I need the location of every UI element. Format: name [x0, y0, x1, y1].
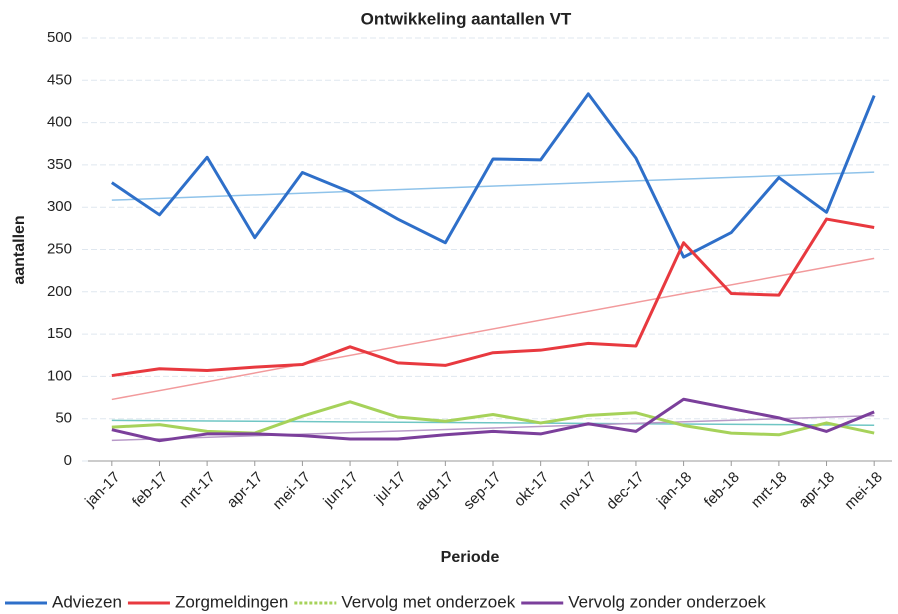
series-line — [111, 217, 875, 378]
x-tick-label: jan-18 — [653, 469, 695, 511]
x-tick-label: apr-18 — [795, 469, 838, 512]
x-tick-label: jun-17 — [319, 469, 361, 511]
trendline — [111, 414, 875, 442]
chart-title: Ontwikkeling aantallen VT — [361, 9, 572, 28]
y-tick-label: 300 — [47, 198, 72, 215]
x-tick-label: dec-17 — [603, 469, 647, 513]
y-tick-label: 0 — [64, 452, 72, 469]
legend-label: Vervolg met onderzoek — [341, 592, 515, 611]
y-tick-label: 50 — [55, 410, 72, 427]
y-tick-label: 450 — [47, 71, 72, 88]
x-tick-label: mrt-17 — [176, 469, 219, 512]
trendline — [111, 257, 875, 401]
x-tick-label: feb-18 — [701, 469, 743, 511]
legend-label: Vervolg zonder onderzoek — [568, 592, 766, 611]
x-tick-label: okt-17 — [511, 469, 553, 511]
x-tick-label: sep-17 — [460, 469, 504, 513]
y-tick-label: 250 — [47, 240, 72, 257]
y-axis-title: aantallen — [11, 215, 28, 284]
trendline — [111, 419, 875, 426]
x-tick-label: feb-17 — [129, 469, 171, 511]
x-tick-label: aug-17 — [412, 469, 457, 514]
x-tick-label: mrt-18 — [748, 469, 791, 512]
x-tick-label: mei-18 — [841, 469, 885, 513]
series-line — [111, 397, 875, 443]
x-tick-label: jan-17 — [81, 469, 123, 511]
series-line — [110, 92, 876, 259]
y-tick-label: 150 — [47, 325, 72, 342]
legend-label: Zorgmeldingen — [175, 592, 288, 611]
x-tick-label: jul-17 — [371, 469, 410, 508]
trendline — [111, 171, 875, 201]
x-tick-label: apr-17 — [224, 469, 267, 512]
x-tick-label: mei-17 — [270, 469, 314, 513]
legend-label: Adviezen — [52, 592, 122, 611]
y-tick-label: 350 — [47, 156, 72, 173]
x-axis-title: Periode — [441, 549, 500, 566]
y-tick-label: 500 — [47, 29, 72, 46]
x-tick-label: nov-17 — [555, 469, 599, 513]
y-tick-label: 100 — [47, 367, 72, 384]
y-tick-label: 400 — [47, 114, 72, 131]
y-tick-label: 200 — [47, 283, 72, 300]
